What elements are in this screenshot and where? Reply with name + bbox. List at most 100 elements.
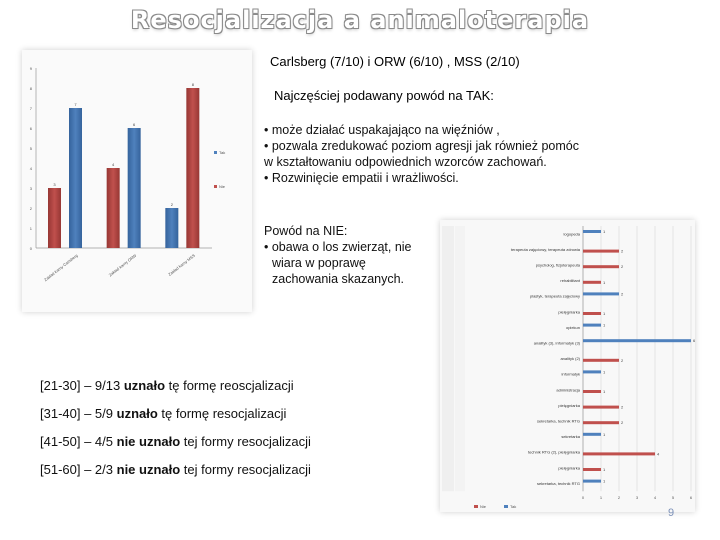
legend-swatch [474, 505, 478, 508]
x-tick-label: 4 [654, 495, 657, 500]
bar [583, 452, 655, 456]
y-tick-label: 9 [30, 66, 33, 71]
x-tick-label: Zakład karny ORW [108, 253, 138, 278]
data-label: 8 [192, 82, 195, 87]
data-label: 6 [133, 122, 136, 127]
bar [583, 432, 601, 436]
y-tick-label: psycholog, fizjoterapeuta [536, 263, 581, 268]
legend-swatch [214, 151, 217, 154]
data-label: 6 [693, 338, 695, 343]
bar [583, 312, 601, 315]
bar [186, 88, 200, 248]
age-group-line: [41-50] – 4/5 nie uznało tej formy resoc… [40, 434, 311, 449]
yes-reasons-heading: Najczęściej podawany powód na TAK: [274, 88, 494, 103]
no-reason-item: • obawa o los zwierząt, nie wiara w popr… [264, 240, 412, 286]
y-tick-label: 6 [30, 126, 33, 131]
x-tick-label: Zakład karny MSS [167, 253, 196, 277]
legend-swatch [214, 185, 217, 188]
page-number: 9 [668, 507, 675, 519]
data-label: 2 [621, 291, 624, 296]
y-tick-label: administracja [556, 387, 580, 392]
prison-bar-chart-svg: 0 1 2 3 4 5 6 7 8 9 3 7 Zakład karny Carlsberg 4 6 Zakł… [30, 66, 226, 282]
y-tick-label: 0 [30, 246, 33, 251]
data-label: 2 [621, 249, 624, 254]
bar [583, 249, 619, 253]
data-label: 2 [621, 358, 624, 363]
legend-label: Nie [219, 184, 226, 189]
x-tick-label: 3 [636, 495, 639, 500]
no-reasons-list: Powód na NIE: • obawa o los zwierząt, ni… [264, 223, 434, 287]
y-tick-label: pielęgniarka [558, 465, 580, 470]
bar [583, 292, 619, 296]
x-tick-label: 2 [618, 495, 621, 500]
x-tick-label: 0 [582, 495, 585, 500]
y-tick-label: pielęgniarka [558, 403, 580, 408]
yes-reason-item: • Rozwinięcie empatii i wrażliwości. [264, 171, 459, 185]
data-label: 1 [603, 229, 606, 234]
data-label: 4 [657, 451, 660, 456]
data-label: 2 [171, 202, 174, 207]
y-tick-label: analityk (3), informatyk (3) [534, 341, 581, 346]
x-tick-label: Zakład karny Carlsberg [43, 253, 79, 282]
gutter-column [442, 226, 454, 492]
data-label: 1 [603, 479, 606, 484]
data-label: 2 [621, 420, 624, 425]
profession-bar-chart: 0 1 2 3 4 5 6 logopeda 1 terapeuta zajęciowy, ter… [440, 220, 696, 512]
bar [583, 370, 601, 374]
data-label: 3 [53, 182, 56, 187]
data-label: 1 [603, 467, 606, 472]
legend-label: Tak [219, 150, 225, 155]
bar [583, 323, 601, 327]
y-tick-label: rehabilitant [560, 278, 580, 283]
bar [583, 405, 619, 409]
yes-reason-item: • pozwala zredukować poziom agresji jak … [264, 139, 579, 169]
y-tick-label: sekretarka [561, 434, 580, 439]
bar [583, 390, 601, 393]
y-tick-label: 1 [30, 226, 33, 231]
bar [583, 265, 619, 269]
y-tick-label: 2 [30, 206, 33, 211]
bar [583, 358, 619, 362]
bar [106, 168, 120, 248]
legend-label: Nie [480, 504, 487, 509]
data-label: 2 [621, 264, 624, 269]
y-tick-label: opiekun [566, 325, 580, 330]
data-label: 1 [603, 389, 606, 394]
bar [583, 479, 601, 483]
prison-bar-chart: 0 1 2 3 4 5 6 7 8 9 3 7 Zakład karny Carlsberg 4 6 Zakł… [22, 50, 252, 312]
y-tick-label: 3 [30, 186, 33, 191]
legend-label: Tak [510, 504, 516, 509]
bar [583, 280, 601, 284]
y-tick-label: logopeda [564, 231, 581, 236]
x-tick-label: 1 [600, 495, 603, 500]
data-label: 1 [603, 369, 606, 374]
y-tick-label: sekretarka, technik RTG [537, 481, 580, 486]
x-tick-label: 6 [690, 495, 693, 500]
bar [48, 188, 61, 248]
yes-reason-item: • może działać uspakajająco na więźniów … [264, 123, 500, 137]
data-label: 4 [112, 162, 115, 167]
slide-title: Resocjalizacja a animaloterapia [130, 6, 590, 34]
y-tick-label: pielęgniarka [558, 309, 580, 314]
y-tick-label: analityk (2) [560, 356, 580, 361]
y-tick-label: 7 [30, 106, 33, 111]
data-label: 1 [603, 323, 606, 328]
profession-bar-chart-svg: 0 1 2 3 4 5 6 logopeda 1 terapeuta zajęciowy, ter… [442, 226, 696, 509]
y-tick-label: 8 [30, 86, 33, 91]
age-group-line: [51-60] – 2/3 nie uznało tej formy resoc… [40, 462, 311, 477]
data-label: 7 [74, 102, 77, 107]
bar [583, 421, 619, 425]
yes-reasons-list: • może działać uspakajająco na więźniów … [264, 122, 579, 186]
y-tick-label: informatyk [562, 372, 580, 377]
slide-subtitle: Carlsberg (7/10) i ORW (6/10) , MSS (2/1… [270, 54, 520, 69]
gutter-column [455, 226, 465, 492]
y-tick-label: sekretarka, technik RTG [537, 419, 580, 424]
y-tick-label: 5 [30, 146, 33, 151]
bar [583, 468, 601, 471]
legend-swatch [504, 505, 508, 508]
data-label: 2 [621, 405, 624, 410]
data-label: 1 [603, 432, 606, 437]
age-group-line: [31-40] – 5/9 uznało tę formę resocjaliz… [40, 406, 287, 421]
no-reasons-heading: Powód na NIE: [264, 224, 348, 238]
data-label: 1 [603, 311, 606, 316]
